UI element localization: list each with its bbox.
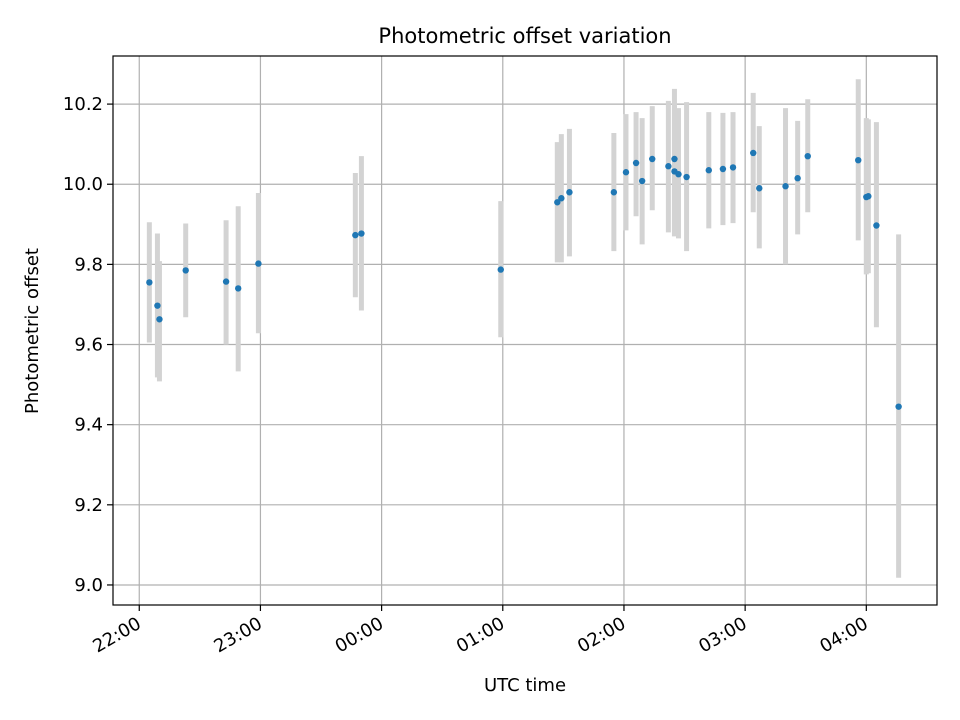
data-point [665, 163, 672, 170]
data-point [632, 159, 640, 167]
x-tick-label: 03:00 [695, 613, 750, 657]
data-point [182, 267, 189, 274]
x-axis-label: UTC time [484, 675, 566, 696]
x-tick-label: 01:00 [453, 613, 508, 657]
y-tick-label: 9.2 [74, 495, 103, 516]
x-tick-label: 22:00 [89, 613, 144, 657]
data-point [895, 403, 902, 410]
y-axis-label: Photometric offset [22, 248, 43, 414]
data-point [873, 222, 880, 229]
data-point [610, 189, 618, 196]
data-point [729, 164, 737, 171]
chart-title: Photometric offset variation [378, 24, 671, 48]
data-point [156, 316, 163, 323]
x-axis: 22:00 23:00 00:00 01:00 02:00 03:00 04:00 [89, 605, 872, 657]
data-point [558, 195, 565, 202]
data-point [222, 278, 230, 285]
data-points [146, 149, 902, 410]
x-tick-label: 02:00 [574, 613, 629, 657]
y-tick-label: 9.4 [74, 415, 103, 436]
y-tick-label: 9.8 [74, 254, 103, 275]
data-point [566, 189, 573, 196]
data-point [705, 167, 712, 174]
data-point [671, 155, 678, 163]
data-point [756, 185, 763, 192]
data-point [554, 199, 561, 206]
data-point [794, 175, 801, 182]
plot-area [112, 55, 938, 606]
y-tick-label: 9.0 [74, 575, 103, 596]
data-point [622, 169, 630, 176]
data-point [675, 171, 682, 178]
data-point [649, 155, 656, 163]
data-point [497, 266, 504, 273]
x-tick-label: 04:00 [816, 613, 871, 657]
y-tick-label: 9.6 [74, 335, 103, 356]
data-point [750, 149, 757, 157]
data-point [855, 156, 862, 164]
data-point [719, 165, 727, 173]
y-axis: 9.0 9.2 9.4 9.6 9.8 10.0 10.2 [63, 94, 113, 596]
data-point [235, 285, 242, 292]
data-point [352, 231, 359, 239]
x-tick-label: 00:00 [332, 613, 387, 657]
error-bars [146, 79, 902, 578]
data-point [782, 183, 789, 190]
data-point [146, 279, 153, 286]
data-point [154, 302, 161, 309]
y-tick-label: 10.0 [63, 174, 103, 195]
data-point [804, 152, 811, 160]
data-point [255, 260, 262, 267]
x-tick-label: 23:00 [211, 613, 266, 657]
data-point [358, 230, 365, 237]
data-point [683, 173, 690, 181]
y-tick-label: 10.2 [63, 94, 103, 115]
data-point [865, 193, 872, 200]
data-point [638, 177, 646, 185]
